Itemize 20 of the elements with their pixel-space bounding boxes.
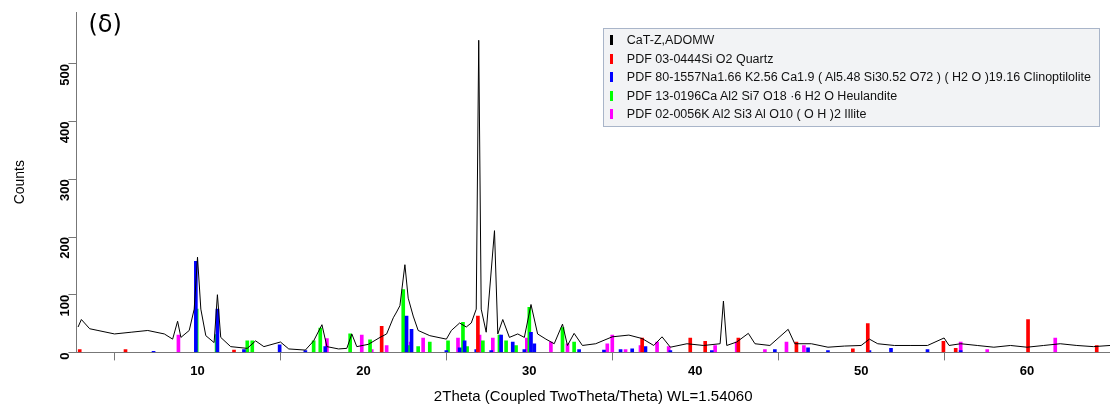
x-axis-title: 2Theta (Coupled TwoTheta/Theta) WL=1.54060 — [433, 387, 753, 405]
y-tick-label: 200 — [56, 237, 72, 259]
legend-label: PDF 02-0056K Al2 Si3 Al O10 ( O H )2 Illite — [626, 106, 867, 123]
y-tick-label: 300 — [56, 179, 72, 202]
x-tick-label: 60 — [1019, 362, 1035, 378]
x-tick-label: 20 — [356, 362, 371, 378]
legend-label: CaT-Z,ADOMW — [626, 32, 715, 49]
y-tick-label: 100 — [56, 294, 72, 317]
y-tick-label: 400 — [56, 121, 72, 144]
legend-label: PDF 03-0444Si O2 Quartz — [626, 50, 774, 68]
y-tick-label: 0 — [56, 352, 72, 360]
annotation: (δ) — [88, 10, 122, 39]
x-tick-label: 40 — [688, 362, 703, 378]
y-axis-title: Counts — [11, 160, 28, 205]
y-tick-label: 500 — [56, 63, 72, 86]
x-tick-label: 10 — [190, 362, 205, 378]
legend-label: PDF 80-1557Na1.66 K2.56 Ca1.9 ( Al5.48 Si30.52 O72 ) ( H2 O )19.16 Clinoptilolite — [626, 69, 1091, 86]
x-tick-label: 30 — [522, 362, 537, 378]
legend-label: PDF 13-0196Ca Al2 Si7 O18 ·6 H2 O Heulandite — [626, 87, 898, 105]
x-tick-label: 50 — [853, 362, 869, 378]
